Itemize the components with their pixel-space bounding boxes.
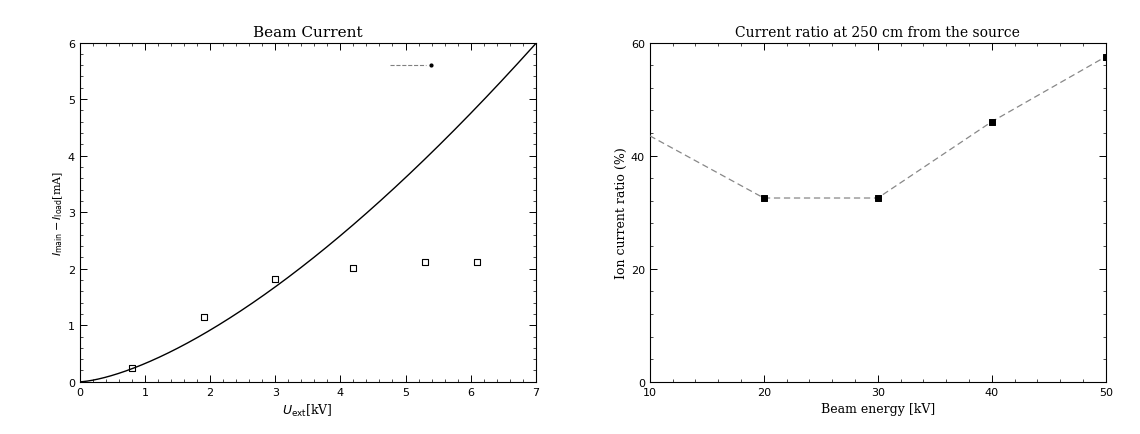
Point: [469, 259, 487, 266]
Point: [1097, 54, 1115, 61]
Point: [416, 259, 434, 266]
X-axis label: $U_{\mathrm{ext}}$[kV]: $U_{\mathrm{ext}}$[kV]: [283, 402, 333, 418]
Point: [755, 195, 773, 202]
Point: [869, 195, 887, 202]
Title: Beam Current: Beam Current: [253, 26, 363, 39]
Y-axis label: Ion current ratio (%): Ion current ratio (%): [616, 147, 628, 278]
Y-axis label: $I_{\mathrm{main}} - I_{\mathrm{load}}$[mA]: $I_{\mathrm{main}} - I_{\mathrm{load}}$[…: [51, 170, 65, 255]
Point: [983, 119, 1001, 126]
Point: [344, 264, 363, 271]
Title: Current ratio at 250 cm from the source: Current ratio at 250 cm from the source: [735, 26, 1020, 39]
Point: [266, 276, 284, 283]
X-axis label: Beam energy [kV]: Beam energy [kV]: [821, 402, 935, 415]
Point: [123, 365, 141, 372]
Point: [195, 313, 213, 320]
